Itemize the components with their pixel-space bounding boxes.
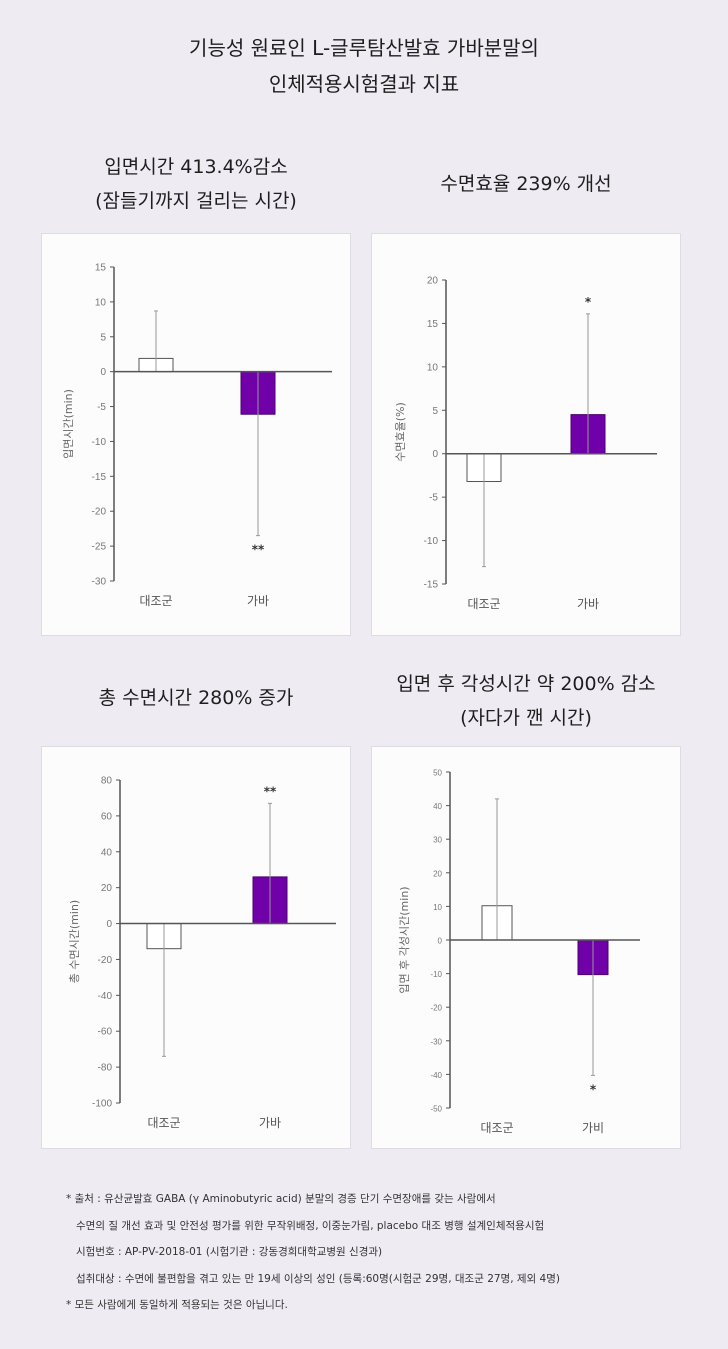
y-tick-label: 10: [427, 362, 439, 373]
chart-2-svg: 20 15 10 5 0 -5 -10 -15 수면효율(%) 대조군 * 가바: [394, 276, 657, 611]
y-tick-label: 10: [433, 903, 442, 912]
footnotes: * 출처 : 유산균발효 GABA (γ Aminobutyric acid) …: [66, 1186, 706, 1319]
y-tick-label: -40: [430, 1071, 442, 1080]
chart-1-panel: 15 10 5 0 -5 -10 -15 -20 -25 -30 입면시간(min) 대조군 ** 가바: [41, 233, 351, 636]
footnote-source: * 출처 : 유산균발효 GABA (γ Aminobutyric acid) …: [66, 1193, 496, 1205]
chart-1-title-line2: (잠들기까지 걸리는 시간): [95, 190, 297, 212]
chart-4-title-line2: (자다가 깬 시간): [460, 707, 592, 729]
main-title: 기능성 원료인 L-글루탐산발효 가바분말의 인체적용시험결과 지표: [0, 30, 728, 102]
y-tick-label: -40: [98, 991, 113, 1002]
y-tick-label: -30: [430, 1037, 442, 1046]
y-tick-label: 0: [106, 919, 112, 930]
y-tick-label: -20: [430, 1004, 442, 1013]
y-tick-label: 20: [427, 276, 439, 287]
y-tick-label: -15: [92, 472, 107, 483]
y-tick-label: -5: [429, 493, 438, 504]
y-tick-label: 15: [427, 319, 439, 330]
footnote-disclaimer: * 모든 사람에게 동일하게 적용되는 것은 아닙니다.: [66, 1299, 288, 1311]
y-tick-label: 5: [100, 332, 106, 343]
chart-3-panel: 80 60 40 20 0 -20 -40 -60 -80 -100 총 수면시간(min) 대조군 *…: [41, 746, 351, 1149]
y-tick-label: 5: [432, 406, 438, 417]
significance-marker: **: [252, 543, 265, 557]
x-category-label: 대조군: [139, 594, 172, 608]
footnote-trial-number: 시험번호 : AP-PV-2018-01 (시험기관 : 강동경희대학교병원 신…: [76, 1246, 383, 1258]
y-tick-label: 0: [438, 937, 443, 946]
chart-2-title-line1: 수면효율 239% 개선: [440, 173, 612, 195]
chart-4-panel: 50 40 30 20 10 0 -10 -20 -30 -40 -50 입면 후 각성시간(min)…: [371, 746, 681, 1149]
y-tick-label: 15: [95, 263, 107, 274]
main-title-line2: 인체적용시험결과 지표: [268, 72, 460, 96]
x-category-label: 가바: [247, 594, 269, 608]
y-axis-label: 수면효율(%): [394, 402, 407, 462]
y-tick-label: 50: [433, 769, 442, 778]
y-tick-label: 0: [432, 449, 438, 460]
chart-1-title-line1: 입면시간 413.4%감소: [104, 156, 288, 178]
y-tick-label: -10: [92, 437, 107, 448]
y-tick-label: -60: [98, 1027, 113, 1038]
y-tick-label: -5: [97, 402, 106, 413]
chart-2-title: 수면효율 239% 개선: [361, 167, 691, 201]
y-tick-label: -50: [430, 1105, 442, 1114]
footnote-study-design: 수면의 질 개선 효과 및 안전성 평가를 위한 무작위배정, 이중눈가림, p…: [76, 1219, 545, 1232]
y-tick-label: 80: [101, 776, 113, 787]
y-tick-label: -10: [430, 970, 442, 979]
significance-marker: *: [590, 1082, 597, 1096]
chart-3-svg: 80 60 40 20 0 -20 -40 -60 -80 -100 총 수면시간(min) 대조군 *…: [68, 776, 336, 1130]
y-axis-label: 입면시간(min): [62, 389, 75, 459]
y-axis-label: 총 수면시간(min): [68, 900, 81, 983]
chart-1-title: 입면시간 413.4%감소 (잠들기까지 걸리는 시간): [31, 150, 361, 218]
y-axis-label: 입면 후 각성시간(min): [398, 886, 411, 993]
significance-marker: **: [264, 784, 277, 798]
y-tick-label: 10: [95, 297, 107, 308]
x-category-label: 대조군: [467, 597, 500, 611]
y-tick-label: -10: [424, 536, 439, 547]
x-category-label: 대조군: [147, 1116, 180, 1130]
chart-4-title-line1: 입면 후 각성시간 약 200% 감소: [396, 673, 656, 695]
y-tick-label: -30: [92, 577, 107, 588]
y-tick-label: 30: [433, 836, 442, 845]
y-tick-label: -15: [424, 580, 439, 591]
y-tick-label: -80: [98, 1063, 113, 1074]
chart-3-title: 총 수면시간 280% 증가: [31, 681, 361, 715]
chart-4-title: 입면 후 각성시간 약 200% 감소 (자다가 깬 시간): [361, 667, 691, 735]
x-category-label: 가비: [582, 1121, 604, 1135]
footnote-subjects: 섭취대상 : 수면에 불편함을 겪고 있는 만 19세 이상의 성인 (등록:6…: [76, 1272, 560, 1285]
x-category-label: 대조군: [480, 1121, 513, 1135]
y-tick-label: -20: [92, 507, 107, 518]
y-tick-label: -20: [98, 955, 113, 966]
significance-marker: *: [585, 295, 592, 309]
y-tick-label: 20: [101, 883, 113, 894]
x-category-label: 가바: [577, 597, 599, 611]
main-title-line1: 기능성 원료인 L-글루탐산발효 가바분말의: [189, 36, 539, 60]
chart-3-title-line1: 총 수면시간 280% 증가: [98, 687, 294, 709]
y-tick-label: 20: [433, 869, 442, 878]
chart-2-panel: 20 15 10 5 0 -5 -10 -15 수면효율(%) 대조군 * 가바: [371, 233, 681, 636]
y-tick-label: -100: [92, 1099, 112, 1110]
y-tick-label: 0: [100, 367, 106, 378]
chart-4-svg: 50 40 30 20 10 0 -10 -20 -30 -40 -50 입면 후 각성시간(min)…: [398, 769, 640, 1135]
chart-1-svg: 15 10 5 0 -5 -10 -15 -20 -25 -30 입면시간(min) 대조군 ** 가바: [62, 263, 332, 608]
y-tick-label: 40: [433, 802, 442, 811]
y-tick-label: 60: [101, 811, 113, 822]
x-category-label: 가바: [259, 1116, 281, 1130]
y-tick-label: -25: [92, 542, 107, 553]
y-tick-label: 40: [101, 847, 113, 858]
